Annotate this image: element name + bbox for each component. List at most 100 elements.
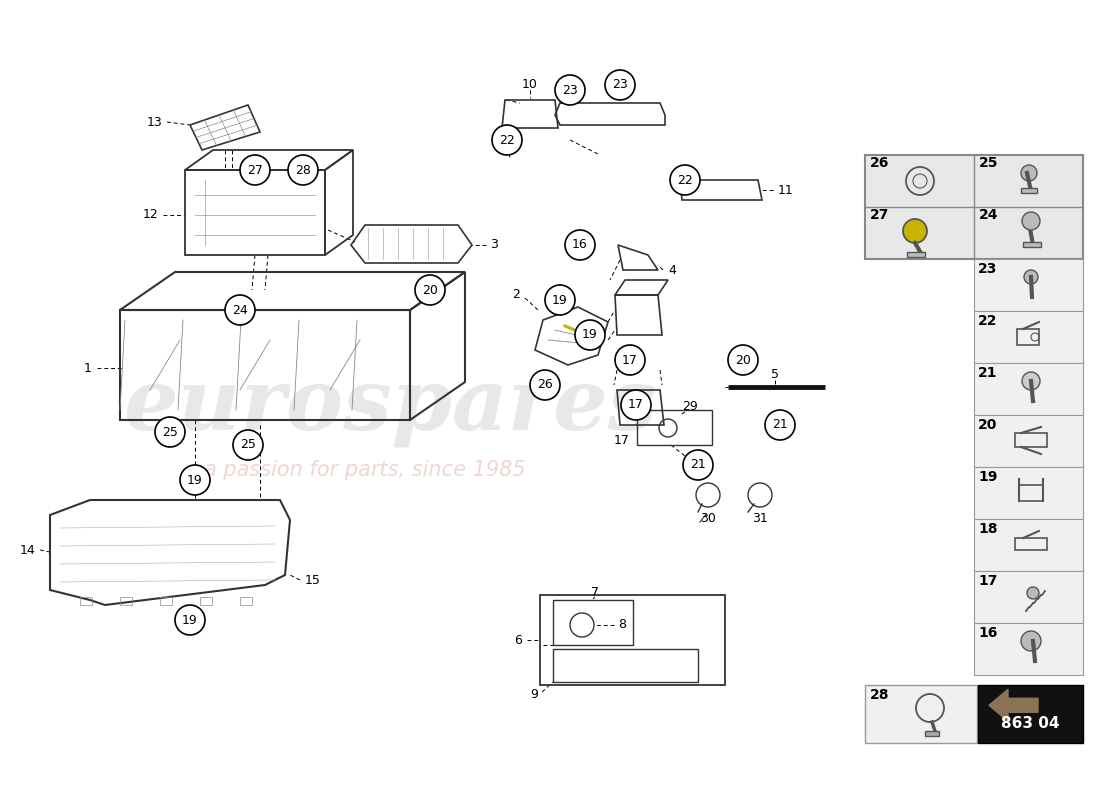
Text: 17: 17 [614, 434, 630, 446]
Text: 24: 24 [979, 208, 999, 222]
Text: 23: 23 [978, 262, 998, 276]
FancyBboxPatch shape [865, 685, 977, 743]
FancyBboxPatch shape [974, 415, 1084, 467]
Text: 20: 20 [978, 418, 998, 432]
Circle shape [728, 345, 758, 375]
FancyBboxPatch shape [974, 519, 1084, 571]
Text: 28: 28 [870, 688, 890, 702]
Circle shape [575, 320, 605, 350]
Text: 21: 21 [772, 418, 788, 431]
Text: 25: 25 [240, 438, 256, 451]
Text: 21: 21 [978, 366, 998, 380]
Circle shape [1021, 165, 1037, 181]
Text: 19: 19 [183, 614, 198, 626]
Text: 22: 22 [978, 314, 998, 328]
Circle shape [1027, 587, 1040, 599]
FancyBboxPatch shape [865, 155, 1084, 259]
Text: 26: 26 [870, 156, 890, 170]
Text: 25: 25 [979, 156, 999, 170]
Text: 19: 19 [552, 294, 568, 306]
Circle shape [288, 155, 318, 185]
FancyBboxPatch shape [908, 252, 925, 257]
Text: 20: 20 [422, 283, 438, 297]
Circle shape [615, 345, 645, 375]
Circle shape [240, 155, 270, 185]
Polygon shape [989, 690, 1038, 722]
Circle shape [556, 75, 585, 105]
Circle shape [1021, 631, 1041, 651]
FancyBboxPatch shape [974, 259, 1084, 311]
Circle shape [175, 605, 205, 635]
Text: 16: 16 [572, 238, 587, 251]
Text: 20: 20 [735, 354, 751, 366]
Circle shape [683, 450, 713, 480]
Text: 23: 23 [562, 83, 578, 97]
FancyBboxPatch shape [1023, 242, 1041, 247]
Circle shape [903, 219, 927, 243]
FancyBboxPatch shape [974, 623, 1084, 675]
FancyBboxPatch shape [925, 731, 939, 736]
Text: 30: 30 [700, 511, 716, 525]
Text: 12: 12 [142, 209, 158, 222]
Text: 29: 29 [682, 401, 697, 414]
Text: 863 04: 863 04 [1001, 716, 1059, 731]
Text: 17: 17 [978, 574, 998, 588]
Text: 23: 23 [612, 78, 628, 91]
Circle shape [492, 125, 522, 155]
Circle shape [621, 390, 651, 420]
Circle shape [1022, 372, 1040, 390]
Circle shape [530, 370, 560, 400]
Text: 5: 5 [771, 369, 779, 382]
Text: 14: 14 [20, 543, 35, 557]
Text: 22: 22 [678, 174, 693, 186]
Text: 19: 19 [187, 474, 202, 486]
Circle shape [233, 430, 263, 460]
Text: 8: 8 [618, 618, 626, 631]
Circle shape [605, 70, 635, 100]
Text: 4: 4 [668, 263, 675, 277]
Text: 2: 2 [513, 289, 520, 302]
Text: 6: 6 [514, 634, 522, 646]
Text: 3: 3 [490, 238, 498, 251]
FancyBboxPatch shape [978, 685, 1084, 743]
Text: 27: 27 [870, 208, 890, 222]
Circle shape [415, 275, 446, 305]
Text: 10: 10 [522, 78, 538, 91]
FancyBboxPatch shape [974, 311, 1084, 363]
Text: 17: 17 [628, 398, 643, 411]
Text: 16: 16 [978, 626, 998, 640]
FancyBboxPatch shape [1021, 188, 1037, 193]
Circle shape [155, 417, 185, 447]
Text: eurospares: eurospares [123, 363, 657, 446]
Circle shape [565, 230, 595, 260]
Circle shape [1024, 270, 1038, 284]
Text: 7: 7 [591, 586, 600, 599]
Text: 15: 15 [305, 574, 321, 586]
Circle shape [226, 295, 255, 325]
Text: 11: 11 [778, 183, 794, 197]
Text: 21: 21 [690, 458, 706, 471]
FancyBboxPatch shape [974, 571, 1084, 623]
Text: 18: 18 [978, 522, 998, 536]
Text: 31: 31 [752, 511, 768, 525]
Text: 25: 25 [162, 426, 178, 438]
Text: 22: 22 [499, 134, 515, 146]
Text: 1: 1 [84, 362, 92, 374]
Text: 19: 19 [978, 470, 998, 484]
Circle shape [180, 465, 210, 495]
Text: 13: 13 [146, 115, 162, 129]
FancyBboxPatch shape [974, 363, 1084, 415]
Text: 28: 28 [295, 163, 311, 177]
Text: 26: 26 [537, 378, 553, 391]
Text: 24: 24 [232, 303, 248, 317]
Circle shape [670, 165, 700, 195]
Text: a passion for parts, since 1985: a passion for parts, since 1985 [205, 460, 526, 480]
Circle shape [544, 285, 575, 315]
Text: 19: 19 [582, 329, 598, 342]
Text: 9: 9 [530, 689, 538, 702]
FancyBboxPatch shape [974, 467, 1084, 519]
Text: 27: 27 [248, 163, 263, 177]
Circle shape [1022, 212, 1040, 230]
Text: 17: 17 [623, 354, 638, 366]
Circle shape [764, 410, 795, 440]
